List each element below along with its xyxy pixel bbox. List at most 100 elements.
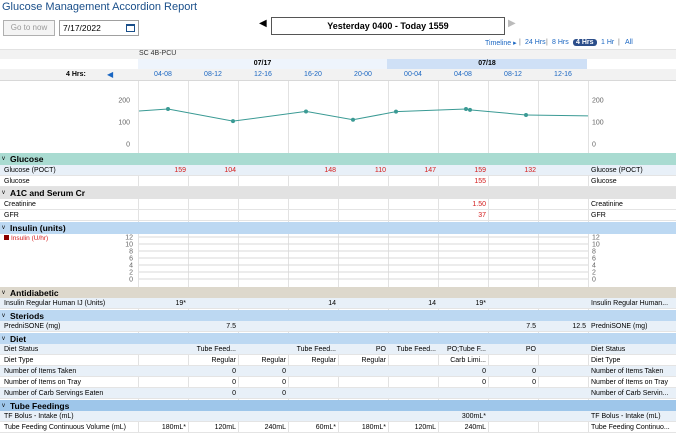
date-range-display: Yesterday 0400 - Today 1559: [271, 17, 505, 35]
page-title: Glucose Management Accordion Report: [2, 1, 198, 13]
row-cell[interactable]: 7.5: [526, 323, 536, 330]
row-cell[interactable]: 104: [224, 167, 236, 174]
glucose-data-point: [394, 109, 398, 114]
row-cell[interactable]: 0: [532, 379, 536, 386]
go-to-now-button[interactable]: Go to now: [3, 20, 55, 36]
row-tf-bolus: TF Bolus - Intake (mL) 300mL* TF Bolus - I…: [0, 411, 676, 422]
timeline-link[interactable]: Timeline ▸: [485, 40, 517, 47]
column-header: 04-08: [454, 71, 472, 78]
row-label: Glucose (POCT): [4, 167, 56, 174]
insulin-tick-label: 2: [129, 270, 133, 277]
row-cell[interactable]: PO: [525, 346, 536, 353]
interval-label: 4 Hrs:: [66, 71, 86, 78]
row-cell[interactable]: PO: [375, 346, 386, 353]
row-cell[interactable]: 0: [282, 379, 286, 386]
section-glucose[interactable]: Glucose: [0, 153, 676, 165]
row-cell[interactable]: Tube Feed...: [396, 346, 436, 353]
timeline-8hrs[interactable]: 8 Hrs: [552, 39, 569, 46]
location-label: SC 4B-PCU: [139, 50, 177, 57]
row-items-taken: Number of Items Taken 0 0 0 0 Number of Items…: [0, 366, 676, 377]
timeline-24hrs[interactable]: 24 Hrs: [525, 39, 546, 46]
row-cell[interactable]: 0: [482, 368, 486, 375]
timeline-4hrs[interactable]: 4 Hrs: [573, 39, 597, 46]
row-cell[interactable]: 300mL*: [461, 413, 486, 420]
row-cell[interactable]: Regular: [261, 357, 286, 364]
glucose-data-point: [351, 117, 355, 122]
previous-range-arrow-icon[interactable]: ◀: [259, 18, 267, 29]
glucose-data-point: [304, 109, 308, 114]
row-prednisone: PredniSONE (mg) 7.5 7.5 12.5 PredniSONE (mg): [0, 321, 676, 332]
column-header: 08-12: [504, 71, 522, 78]
y-tick-label: 0: [126, 142, 130, 149]
glucose-series-lead: [138, 108, 169, 112]
row-cell[interactable]: Carb Limi...: [450, 357, 486, 364]
timeline-1hr[interactable]: 1 Hr: [601, 39, 615, 46]
row-cell[interactable]: 240mL: [464, 424, 486, 431]
row-cell[interactable]: 0: [482, 379, 486, 386]
day-label: 07/17: [138, 59, 387, 69]
row-cell[interactable]: 14: [428, 300, 436, 307]
interval-header: [0, 69, 676, 81]
row-cell[interactable]: 0: [232, 379, 236, 386]
row-label: GFR: [4, 212, 19, 219]
row-label: Creatinine: [4, 201, 36, 208]
row-cell[interactable]: Regular: [211, 357, 236, 364]
row-cell[interactable]: 37: [478, 212, 486, 219]
insulin-tick-label: 0: [129, 277, 133, 284]
row-cell[interactable]: 159: [474, 167, 486, 174]
date-field[interactable]: 7/17/2022: [59, 20, 139, 36]
row-cell[interactable]: 110: [374, 167, 386, 174]
row-cell[interactable]: 159: [174, 167, 186, 174]
row-cell[interactable]: 132: [524, 167, 536, 174]
row-cell[interactable]: 0: [232, 368, 236, 375]
row-cell[interactable]: 0: [532, 368, 536, 375]
row-label-right: Diet Status: [591, 346, 626, 353]
row-cell[interactable]: 0: [232, 390, 236, 397]
column-header: 12-16: [554, 71, 572, 78]
y-tick-label: 100: [118, 120, 130, 127]
row-label: Tube Feeding Continuous Volume (mL): [4, 424, 126, 431]
row-cell[interactable]: 155: [474, 178, 486, 185]
row-cell[interactable]: PO;Tube F...: [446, 346, 486, 353]
timeline-all[interactable]: All: [625, 39, 633, 46]
row-label: Number of Items on Tray: [4, 379, 82, 386]
row-cell[interactable]: 148: [324, 167, 336, 174]
row-tf-continuous: Tube Feeding Continuous Volume (mL) 180mL…: [0, 422, 676, 433]
calendar-icon[interactable]: [126, 24, 135, 32]
row-cell[interactable]: 7.5: [226, 323, 236, 330]
row-cell[interactable]: 12.5: [572, 323, 586, 330]
row-cell[interactable]: 0: [282, 368, 286, 375]
row-cell[interactable]: 60mL*: [315, 424, 336, 431]
row-cell[interactable]: 180mL*: [361, 424, 386, 431]
insulin-tick-label: 4: [592, 263, 596, 270]
section-diet[interactable]: Diet: [0, 333, 676, 345]
row-cell[interactable]: Tube Feed...: [196, 346, 236, 353]
row-cell[interactable]: 14: [328, 300, 336, 307]
row-cell[interactable]: 240mL: [264, 424, 286, 431]
row-cell[interactable]: 0: [282, 390, 286, 397]
row-cell[interactable]: 1.50: [472, 201, 486, 208]
scroll-left-icon[interactable]: ◀: [107, 70, 114, 79]
section-steroids[interactable]: Steriods: [0, 310, 676, 322]
row-label: Glucose: [4, 178, 30, 185]
row-cell[interactable]: Tube Feed...: [296, 346, 336, 353]
insulin-tick-label: 10: [592, 242, 600, 249]
glucose-data-point: [524, 112, 528, 117]
section-insulin[interactable]: Insulin (units): [0, 222, 676, 234]
row-cell[interactable]: 19*: [175, 300, 186, 307]
row-cell[interactable]: 147: [424, 167, 436, 174]
row-label-right: Tube Feeding Continuo...: [591, 424, 670, 431]
section-antidiabetic[interactable]: Antidiabetic: [0, 287, 676, 299]
column-divider: [588, 81, 589, 433]
row-cell[interactable]: 180mL*: [161, 424, 186, 431]
row-cell[interactable]: Regular: [361, 357, 386, 364]
row-cell[interactable]: 19*: [475, 300, 486, 307]
row-cell[interactable]: 120mL: [414, 424, 436, 431]
section-tube-feedings[interactable]: Tube Feedings: [0, 400, 676, 412]
section-a1c[interactable]: A1C and Serum Cr: [0, 187, 676, 199]
row-cell[interactable]: 120mL: [214, 424, 236, 431]
next-range-arrow-icon[interactable]: ▶: [508, 18, 516, 29]
row-label-right: Diet Type: [591, 357, 621, 364]
row-label-right: Insulin Regular Human...: [591, 300, 669, 307]
row-cell[interactable]: Regular: [311, 357, 336, 364]
